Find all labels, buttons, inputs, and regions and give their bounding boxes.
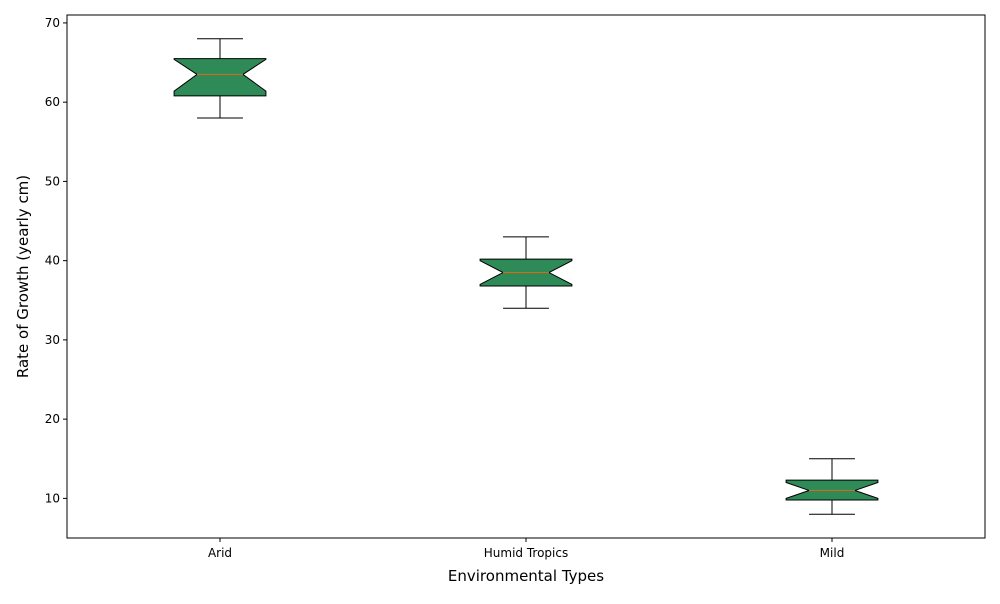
y-tick-label: 50 (45, 174, 60, 188)
x-tick-label: Mild (820, 546, 845, 560)
x-tick-label: Arid (208, 546, 232, 560)
plot-frame (66, 14, 986, 539)
x-axis-title: Environmental Types (448, 567, 604, 585)
box-body (173, 58, 267, 97)
y-axis-ticks: 10 20 30 40 50 60 70 (45, 16, 67, 505)
box-arid (173, 38, 267, 119)
y-tick-label: 40 (45, 254, 60, 268)
y-tick-label: 70 (45, 16, 60, 30)
y-axis-title: Rate of Growth (yearly cm) (14, 175, 32, 378)
x-axis-ticks: Arid Humid Tropics Mild (208, 538, 844, 560)
y-tick-label: 60 (45, 95, 60, 109)
box-mild (785, 458, 879, 515)
y-tick-label: 30 (45, 333, 60, 347)
box-marks (173, 38, 879, 515)
y-tick-label: 10 (45, 491, 60, 505)
box-humid-tropics (479, 236, 573, 309)
y-tick-label: 20 (45, 412, 60, 426)
x-tick-label: Humid Tropics (484, 546, 568, 560)
